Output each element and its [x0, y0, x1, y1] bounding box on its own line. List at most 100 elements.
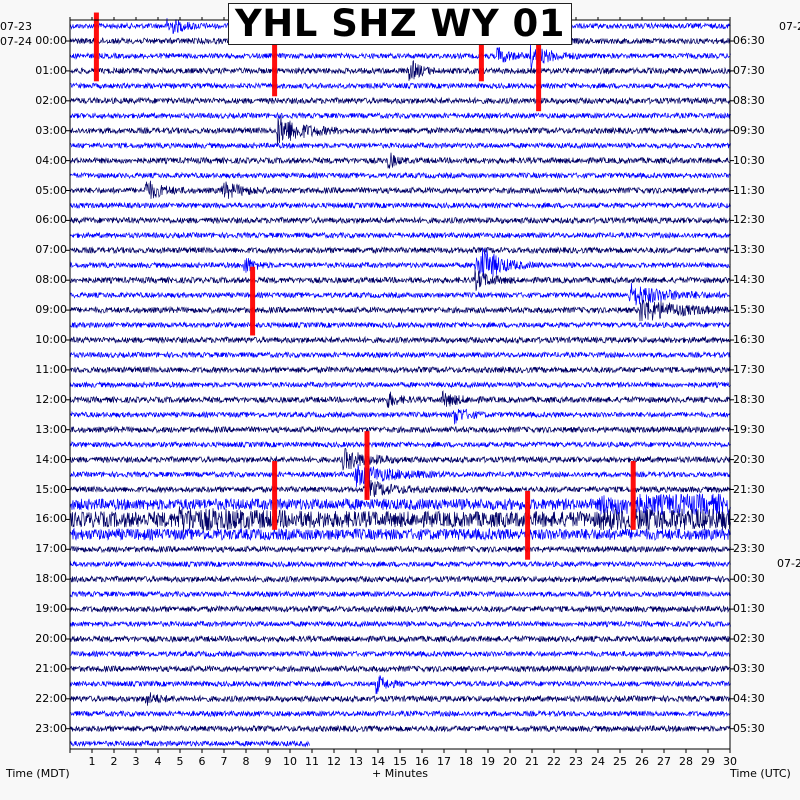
right-time-label: 07:30 — [733, 63, 765, 77]
trace-row-18 — [69, 282, 731, 306]
left-time-label: 09:00 — [35, 303, 67, 317]
x-tick-label: 4 — [154, 755, 162, 768]
left-time-label: 18:00 — [35, 572, 67, 586]
left-time-label: 12:00 — [35, 392, 67, 406]
trace-row-11 — [69, 180, 731, 199]
right-time-label: 15:30 — [733, 303, 765, 317]
trace-row-5 — [69, 96, 731, 105]
right-time-label: 09:30 — [733, 123, 765, 137]
x-axis-label: + Minutes — [372, 767, 429, 780]
left-time-label: 01:00 — [35, 63, 67, 77]
trace-row-48 — [69, 739, 310, 748]
x-tick-label: 24 — [591, 755, 605, 768]
x-tick-label: 17 — [437, 755, 451, 768]
left-time-label: 22:00 — [35, 691, 67, 705]
right-time-label: 02:30 — [733, 632, 765, 645]
left-time-label: 02:00 — [35, 93, 67, 107]
x-tick-label: 26 — [635, 755, 649, 768]
right-time-label: 19:30 — [733, 422, 765, 436]
left-time-label: 23:00 — [35, 721, 67, 735]
x-tick-label: 28 — [679, 755, 693, 768]
x-tick-label: 15 — [393, 755, 407, 768]
trace-row-46 — [69, 709, 731, 718]
right-time-label: 13:30 — [733, 243, 765, 257]
x-tick-label: 22 — [547, 755, 561, 768]
left-time-label: 04:00 — [35, 153, 67, 167]
x-tick-label: 13 — [349, 755, 363, 768]
event-marker-3 — [272, 27, 278, 97]
right-time-label: 21:30 — [733, 482, 765, 496]
left-time-label: 19:00 — [35, 602, 67, 616]
event-marker-1 — [478, 12, 484, 82]
left-time-label: 20:00 — [35, 632, 67, 645]
right-time-label: 10:30 — [733, 153, 765, 167]
x-tick-label: 23 — [569, 755, 583, 768]
event-marker-7 — [525, 490, 531, 560]
trace-row-40 — [69, 620, 731, 628]
left-time-label: 16:00 — [35, 512, 67, 526]
event-marker-5 — [364, 431, 370, 500]
right-time-label: 01:30 — [733, 602, 765, 616]
right-time-label: 05:30 — [733, 721, 765, 735]
trace-row-20 — [69, 321, 731, 329]
trace-row-38 — [69, 590, 731, 598]
trace-row-35 — [69, 545, 731, 554]
right-date-top: 07-2 — [779, 20, 800, 33]
trace-row-28 — [69, 440, 731, 449]
left-time-label: 10:00 — [35, 333, 67, 346]
right-time-label: 06:30 — [733, 34, 765, 47]
right-date-mid: 07-2 — [777, 557, 800, 570]
x-tick-label: 7 — [220, 755, 228, 768]
right-time-label: 00:30 — [733, 572, 765, 586]
x-tick-label: 20 — [503, 755, 517, 768]
event-marker-0 — [93, 12, 99, 82]
right-time-label: 22:30 — [733, 512, 765, 526]
trace-row-12 — [69, 201, 731, 210]
trace-row-7 — [69, 115, 731, 146]
trace-row-47 — [69, 724, 731, 733]
left-time-label: 13:00 — [35, 422, 67, 436]
right-time-label: 20:30 — [733, 452, 765, 466]
right-time-label: 23:30 — [733, 542, 765, 556]
trace-row-15 — [69, 246, 731, 255]
right-time-label: 03:30 — [733, 661, 765, 675]
x-tick-label: 30 — [723, 755, 737, 768]
x-tick-label: 27 — [657, 755, 671, 768]
event-marker-6 — [272, 461, 278, 530]
x-tick-label: 11 — [305, 755, 319, 768]
left-time-label: 08:00 — [35, 273, 67, 287]
trace-row-19 — [69, 298, 731, 322]
trace-row-26 — [69, 408, 731, 425]
chart-title: YHL SHZ WY 01 — [228, 3, 572, 45]
x-tick-label: 29 — [701, 755, 715, 768]
x-tick-label: 16 — [415, 755, 429, 768]
left-time-label: 15:00 — [35, 482, 67, 496]
x-tick-label: 18 — [459, 755, 473, 768]
x-tick-label: 9 — [264, 755, 272, 768]
x-tick-label: 19 — [481, 755, 495, 768]
x-tick-label: 21 — [525, 755, 539, 768]
left-time-label: 11:00 — [35, 362, 67, 376]
event-marker-2 — [536, 42, 542, 112]
left-date-first: 07-24 — [0, 35, 32, 48]
right-time-label: 18:30 — [733, 392, 765, 406]
x-tick-label: 14 — [371, 755, 385, 768]
right-time-label: 12:30 — [733, 213, 765, 227]
left-time-label: 00:00 — [35, 34, 67, 47]
trace-row-6 — [69, 111, 731, 120]
trace-row-23 — [69, 365, 731, 374]
event-marker-4 — [250, 266, 256, 336]
trace-row-33 — [69, 506, 731, 533]
x-tick-label: 6 — [198, 755, 206, 768]
trace-row-13 — [69, 216, 731, 225]
trace-row-10 — [69, 171, 731, 180]
trace-row-41 — [69, 634, 731, 644]
trace-row-22 — [69, 350, 731, 359]
trace-row-34 — [69, 527, 731, 542]
left-time-label: 14:00 — [35, 452, 67, 466]
x-tick-label: 8 — [242, 755, 250, 768]
left-time-label: 03:00 — [35, 123, 67, 137]
left-date-top: 07-23 — [0, 20, 32, 33]
trace-row-29 — [69, 447, 731, 471]
trace-row-36 — [69, 560, 731, 568]
